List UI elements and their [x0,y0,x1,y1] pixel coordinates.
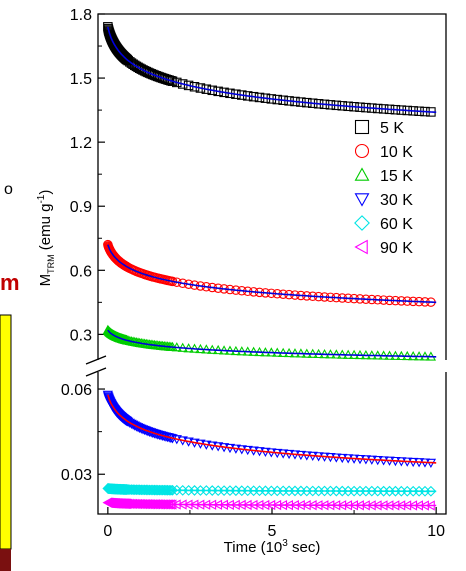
legend-marker [354,193,370,207]
legend-marker [354,239,368,255]
data-point [162,484,173,496]
legend-label: 15 K [380,168,413,185]
y-tick-label: 1.8 [70,7,92,24]
plot-frames [85,13,447,515]
series-15k [102,324,437,361]
data-point [189,82,200,92]
data-point [167,484,178,496]
fit-curve [107,329,437,358]
plot-data [102,22,437,511]
y-tick-label: 0.06 [61,382,92,399]
left-yellow-panel [0,314,12,550]
legend-item: 5 K [354,119,404,137]
data-point [425,485,437,497]
data-point [172,77,182,88]
series-10k [103,239,437,307]
left-cropped-fragments: m o [0,181,20,571]
series-60k [102,483,437,497]
legend-label: 90 K [380,240,413,257]
fit-curve [107,26,437,113]
y-tick-label: 0.3 [70,327,92,344]
legend-label: 10 K [380,144,413,161]
left-dark-panel-bottom [0,549,11,571]
legend: 5 K 10 K 15 K 30 K 60 K 90 K [354,119,413,257]
data-point [163,484,175,496]
y-tick-label: 0.6 [70,263,92,280]
fit-curve [107,501,437,507]
left-red-letter: m [0,270,20,295]
data-point [195,83,206,93]
fit-curve [107,244,437,304]
legend-marker [354,119,370,135]
legend-marker [354,215,370,231]
series-5k [103,22,437,117]
y-tick-label: 0.9 [70,199,92,216]
legend-marker [354,143,370,159]
fit-curve [107,394,437,464]
y-tick-label: 1.5 [70,71,92,88]
x-tick-label: 0 [103,523,112,540]
legend-item: 90 K [354,239,413,257]
upper-panel-frame [97,13,447,360]
legend-marker [354,167,370,181]
axis-break-mark-1 [85,355,107,365]
axis-break-mark-2 [85,367,107,377]
x-tick-label: 10 [427,523,445,540]
data-point [183,80,194,91]
legend-item: 10 K [354,143,413,161]
legend-label: 60 K [380,216,413,233]
legend-item: 60 K [354,215,413,233]
legend-item: 15 K [354,167,413,185]
legend-label: 5 K [380,120,404,137]
legend-label: 30 K [380,192,413,209]
y-tick-label: 1.2 [70,135,92,152]
legend-item: 30 K [354,192,413,209]
series-90k [102,497,437,511]
left-mark-text: o [4,181,13,198]
series-30k [102,390,437,468]
x-axis-title: Time (103 sec) [224,538,321,556]
y-tick-label: 0.03 [61,467,92,484]
fit-curve [107,487,437,493]
y-axis-title: MTRM (emu g-1) [36,190,56,287]
axis-ticks: 0 5 10 0.3 0.6 0.9 1.2 1.5 1.8 0.03 0.06 [61,7,445,540]
x-tick-label: 5 [268,523,277,540]
data-point [177,79,188,89]
